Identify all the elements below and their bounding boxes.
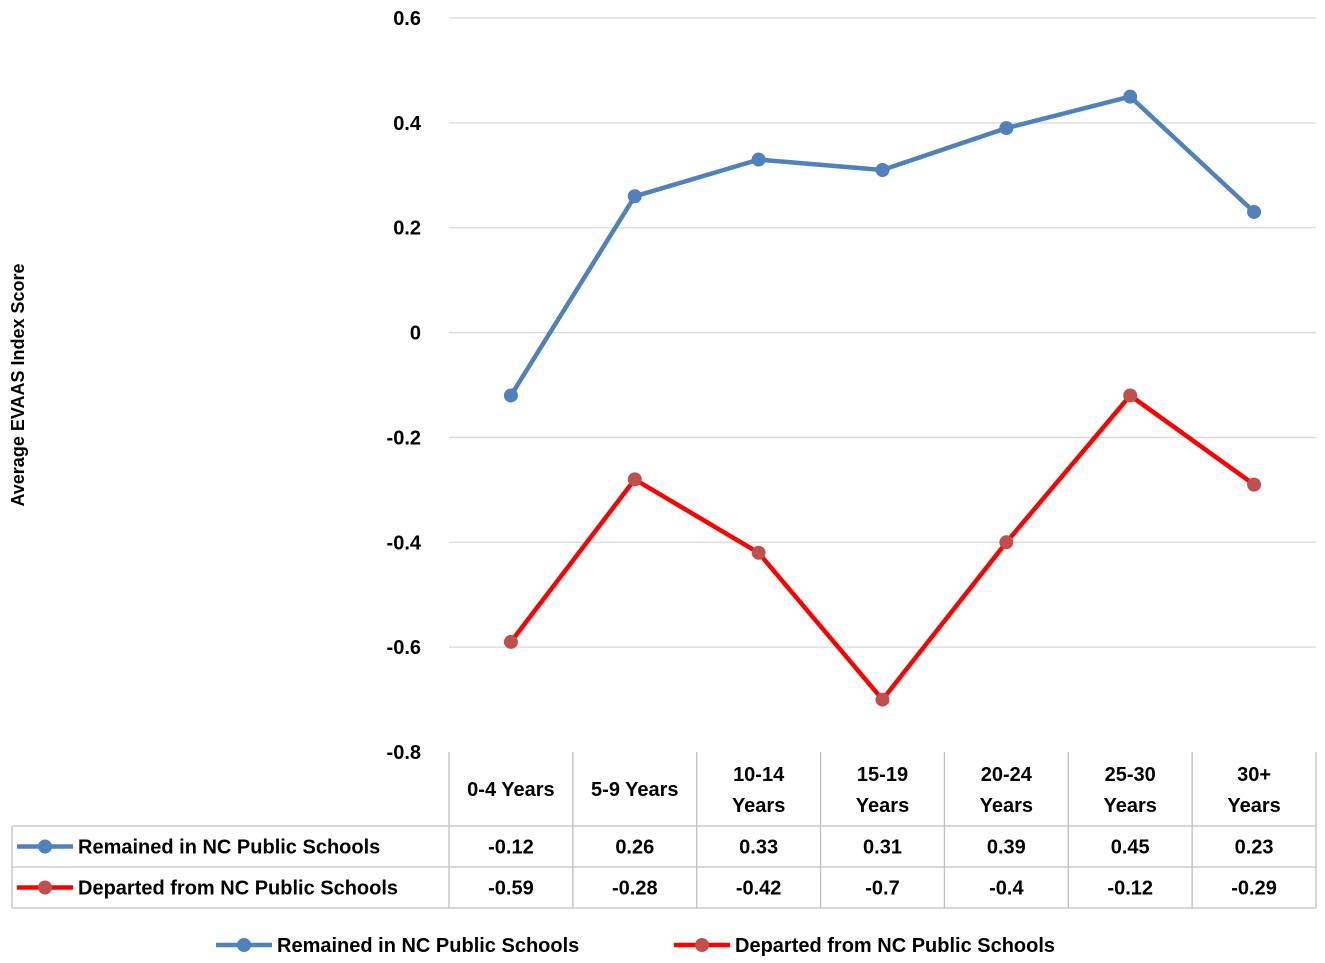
x-category-label: 0-4 Years [467,779,555,801]
y-tick-label: 0 [410,323,421,345]
data-point [1123,89,1138,104]
legend-key-marker [695,938,709,952]
data-point [627,189,642,204]
y-tick-label: 0.4 [393,113,422,135]
data-value-label: 0.45 [1111,837,1150,859]
x-category-label: 20-24 Years [980,764,1033,817]
chart-legend: Remained in NC Public Schools Departed fr… [216,935,1055,957]
series-lines [503,89,1262,707]
data-value-label: -0.42 [736,878,782,900]
data-table: 0-4 Years 5-9 Years 10-14 Years 15-19 Years 20… [11,752,1317,909]
data-value-label: 0.39 [987,837,1026,859]
legend-label: Remained in NC Public Schools [277,935,579,957]
series-line [508,94,1256,397]
series-line [509,393,1256,702]
data-point [751,545,766,560]
data-point [751,152,766,167]
y-tick-label: -0.6 [387,637,421,659]
x-category-label: 30+ Years [1227,764,1280,817]
legend-item: Remained in NC Public Schools [216,935,579,957]
data-point [999,121,1014,136]
data-value-label: 0.33 [739,837,778,859]
data-point [1123,388,1138,403]
data-point [875,163,890,178]
gridlines [449,17,1316,648]
series-2 [503,388,1262,707]
x-category-label: 25-30 Years [1104,764,1157,817]
y-tick-label: -0.2 [387,427,421,449]
data-point [503,634,518,649]
x-category-label: 15-19 Years [856,764,909,817]
table-row: Remained in NC Public Schools -0.12 0.26 0.… [17,837,1274,859]
y-tick-label: -0.4 [387,532,422,554]
legend-key-marker [38,839,52,854]
legend-key-marker [38,880,52,895]
data-value-label: 0.23 [1235,837,1274,859]
data-point [875,692,890,707]
data-point [503,388,518,403]
y-tick-label: -0.8 [387,742,421,764]
legend-item: Departed from NC Public Schools [674,935,1055,957]
legend-label: Departed from NC Public Schools [735,935,1055,957]
data-point [1247,204,1262,219]
data-value-label: -0.4 [989,878,1024,900]
x-category-label: 5-9 Years [591,779,679,801]
x-category-label: 10-14 Years [732,764,785,817]
data-point [1247,477,1262,492]
table-row-label: Remained in NC Public Schools [78,837,380,859]
data-point [627,472,642,487]
y-axis-title: Average EVAAS Index Score [8,263,28,506]
data-value-label: 0.31 [863,837,902,859]
y-tick-label: 0.2 [393,218,421,240]
data-value-label: -0.59 [488,878,534,900]
table-row-label: Departed from NC Public Schools [78,878,398,900]
data-value-label: 0.26 [615,837,654,859]
data-point [999,535,1014,550]
legend-key-marker [237,938,251,952]
data-value-label: -0.7 [865,878,899,900]
data-value-label: -0.12 [488,837,534,859]
data-value-label: -0.29 [1231,878,1277,900]
table-row: Departed from NC Public Schools -0.59 -0.2… [17,878,1277,900]
data-value-label: -0.12 [1107,878,1153,900]
series-1 [503,89,1262,403]
y-axis-ticks: 0.6 0.4 0.2 0 -0.2 -0.4 -0.6 -0.8 [387,8,422,764]
data-value-label: -0.28 [612,878,658,900]
y-tick-label: 0.6 [393,8,421,30]
